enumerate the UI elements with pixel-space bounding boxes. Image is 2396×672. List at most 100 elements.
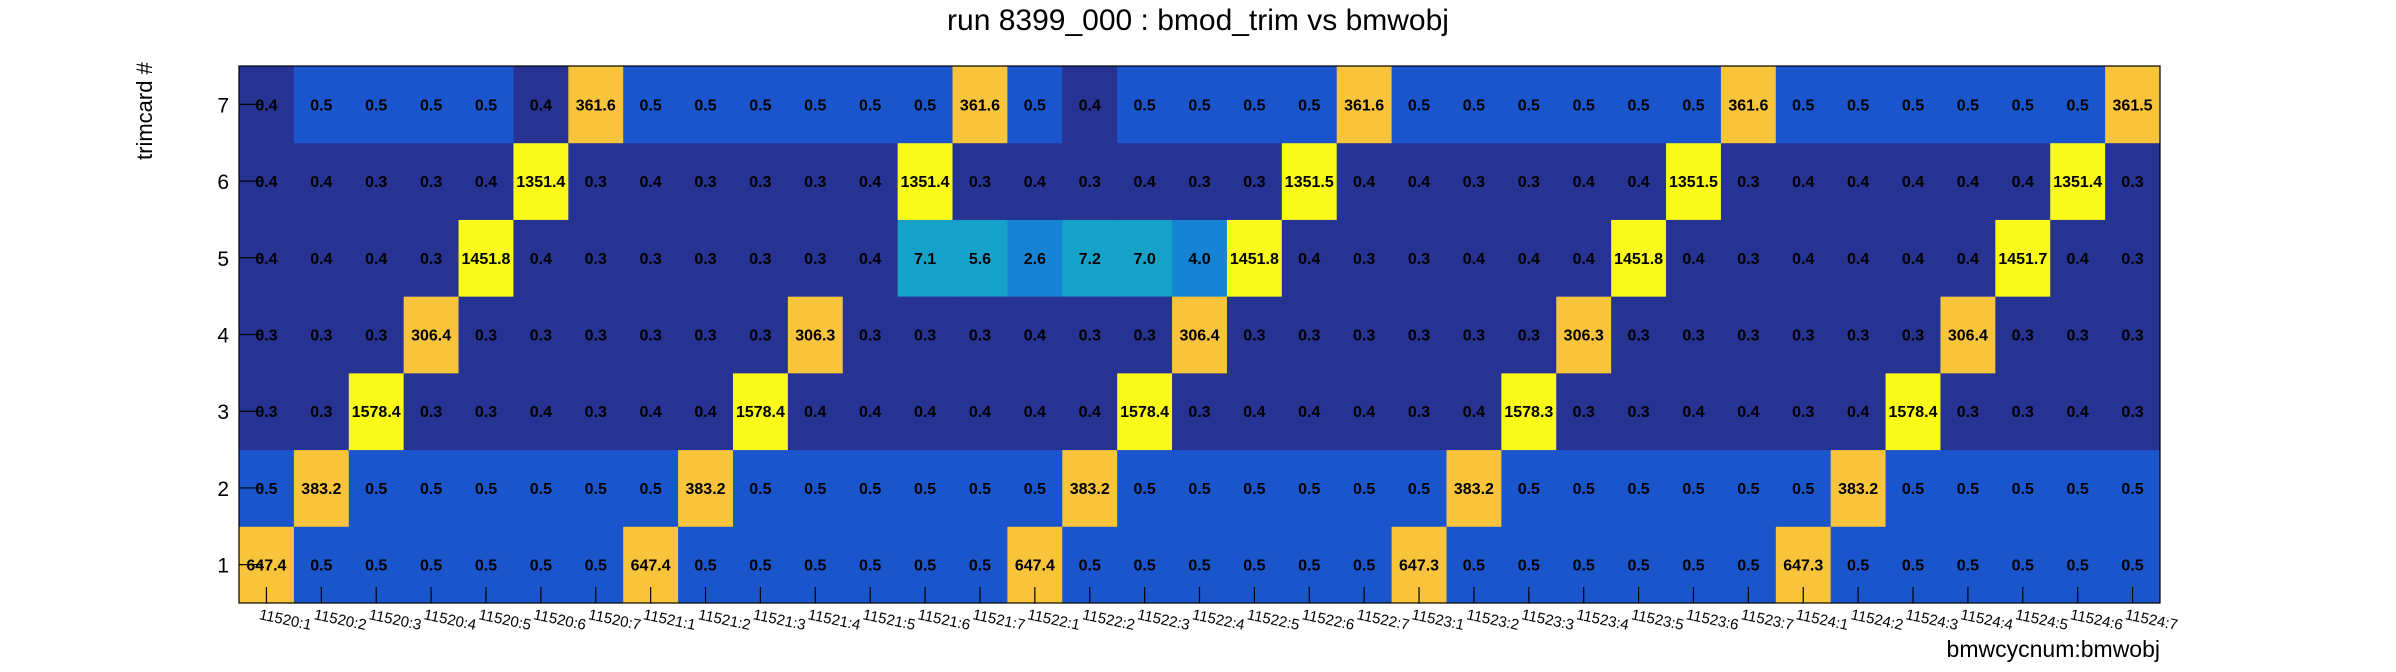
heatmap-cell <box>458 219 514 297</box>
cell-value-label: 0.3 <box>365 174 387 191</box>
cell-value-label: 1578.3 <box>1504 404 1553 421</box>
cell-value-label: 0.5 <box>420 97 442 114</box>
cell-value-label: 1578.4 <box>736 404 785 421</box>
cell-value-label: 0.4 <box>1133 174 1155 191</box>
cell-value-label: 0.4 <box>1737 404 1759 421</box>
heatmap-cell <box>1501 296 1557 374</box>
cell-value-label: 0.5 <box>1463 558 1485 575</box>
cell-value-label: 0.4 <box>1957 251 1979 268</box>
heatmap-cell <box>1172 219 1228 297</box>
heatmap-cell <box>842 66 899 144</box>
cell-value-label: 361.6 <box>576 97 616 114</box>
cell-value-label: 0.3 <box>1627 328 1649 345</box>
cell-value-label: 0.3 <box>1188 174 1210 191</box>
x-tick-label: 11521:3 <box>752 606 807 634</box>
heatmap-cell <box>1885 142 1941 220</box>
heatmap-cell <box>1281 219 1338 297</box>
heatmap-cell <box>1062 372 1118 451</box>
cell-value-label: 647.4 <box>246 558 286 575</box>
heatmap-cell <box>1885 66 1941 144</box>
cell-value-label: 2.6 <box>1024 251 1046 268</box>
heatmap-cell <box>1281 66 1338 144</box>
cell-value-label: 0.3 <box>640 251 662 268</box>
cell-value-label: 0.5 <box>1682 558 1704 575</box>
heatmap-cell <box>1446 142 1502 220</box>
heatmap-cell <box>403 142 460 220</box>
cell-value-label: 0.4 <box>1902 174 1924 191</box>
heatmap-cell <box>1117 372 1173 451</box>
cell-value-label: 647.4 <box>631 558 671 575</box>
cell-value-label: 0.3 <box>1353 328 1375 345</box>
cell-value-label: 0.3 <box>1737 251 1759 268</box>
x-tick-label: 11523:4 <box>1575 606 1630 634</box>
heatmap-cell <box>1226 142 1283 220</box>
cell-value-label: 361.6 <box>960 97 1000 114</box>
x-tick-label: 11520:2 <box>312 606 367 634</box>
cell-value-label: 306.4 <box>1948 328 1988 345</box>
cell-value-label: 0.5 <box>1188 97 1210 114</box>
cell-value-label: 0.3 <box>2067 328 2089 345</box>
y-tick-label: 3 <box>217 401 229 424</box>
heatmap-cell <box>348 66 405 144</box>
heatmap-cell <box>1007 66 1063 144</box>
heatmap-cell <box>348 449 405 527</box>
cell-value-label: 306.3 <box>795 328 835 345</box>
heatmap-cell <box>1117 66 1173 144</box>
heatmap-cell <box>1611 296 1667 374</box>
heatmap-cell <box>1501 449 1557 527</box>
cell-value-label: 383.2 <box>1838 481 1878 498</box>
heatmap-cell <box>1830 66 1887 144</box>
heatmap-cell <box>897 219 954 297</box>
heatmap-cell <box>1336 219 1393 297</box>
heatmap-cell <box>2050 142 2106 220</box>
cell-value-label: 0.3 <box>749 251 771 268</box>
heatmap-cell <box>623 142 679 220</box>
cell-value-label: 0.3 <box>420 174 442 191</box>
cell-value-label: 0.3 <box>585 251 607 268</box>
cell-value-label: 0.3 <box>914 328 936 345</box>
cell-value-label: 1578.4 <box>1120 404 1169 421</box>
heatmap-cell <box>348 142 405 220</box>
heatmap-cell <box>1885 372 1941 451</box>
heatmap-cell <box>513 66 569 144</box>
heatmap-cell <box>403 449 460 527</box>
cell-value-label: 0.5 <box>640 481 662 498</box>
heatmap-cell <box>1172 449 1228 527</box>
cell-value-label: 0.5 <box>2012 97 2034 114</box>
x-tick-label: 11524:1 <box>1794 606 1849 634</box>
cell-value-label: 0.3 <box>859 328 881 345</box>
cell-value-label: 0.5 <box>2012 481 2034 498</box>
heatmap-cell <box>1995 296 2051 374</box>
x-tick-label: 11522:2 <box>1081 606 1136 634</box>
heatmap-cell <box>513 372 569 451</box>
heatmap-cell <box>1336 449 1393 527</box>
cell-value-label: 0.4 <box>310 251 332 268</box>
cell-value-label: 0.4 <box>530 404 552 421</box>
cell-value-label: 0.4 <box>1573 251 1595 268</box>
cell-value-label: 7.1 <box>914 251 936 268</box>
heatmap-cell <box>787 66 844 144</box>
heatmap-cell <box>623 372 679 451</box>
heatmap-cell <box>787 296 844 374</box>
cell-value-label: 0.5 <box>1627 558 1649 575</box>
cell-value-label: 0.5 <box>2067 481 2089 498</box>
heatmap-cell <box>1775 219 1832 297</box>
heatmap-cell <box>458 296 514 374</box>
cell-value-label: 0.3 <box>804 251 826 268</box>
x-tick-label: 11521:6 <box>916 606 971 634</box>
cell-value-label: 0.5 <box>969 558 991 575</box>
heatmap-cell <box>842 372 899 451</box>
cell-value-label: 0.4 <box>530 97 552 114</box>
cell-value-label: 0.4 <box>1682 404 1704 421</box>
cell-value-label: 0.3 <box>1408 328 1430 345</box>
cell-value-label: 0.5 <box>1408 481 1430 498</box>
cell-value-label: 0.5 <box>2121 481 2143 498</box>
cell-value-label: 0.5 <box>1243 481 1265 498</box>
heatmap-cell <box>1281 372 1338 451</box>
heatmap-cell <box>1391 219 1447 297</box>
heatmap-cell <box>568 66 624 144</box>
heatmap-cell <box>623 296 679 374</box>
x-tick-label: 11523:3 <box>1520 606 1575 634</box>
heatmap-cell <box>348 296 405 374</box>
cell-value-label: 0.5 <box>1682 97 1704 114</box>
